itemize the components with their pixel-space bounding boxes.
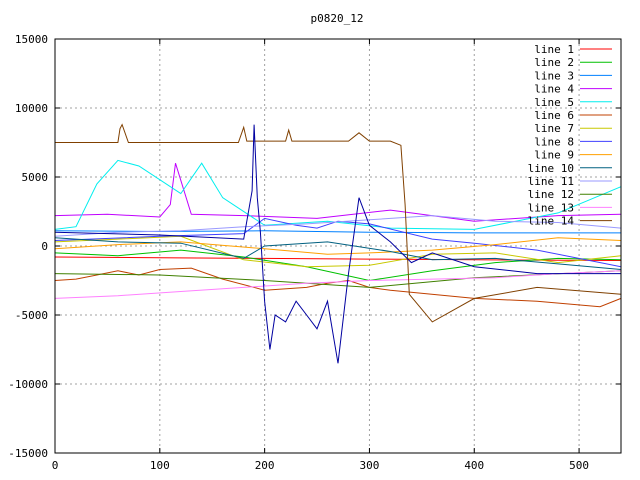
series-line-11 bbox=[54, 215, 622, 237]
y-axis: -15000 -10000 -5000 0 5000 10000 15000 bbox=[8, 33, 621, 460]
legend-label: line 8 bbox=[534, 135, 574, 148]
legend-label: line 3 bbox=[534, 69, 574, 82]
legend-label: line 5 bbox=[534, 96, 574, 109]
x-axis: 0 100 200 300 400 500 bbox=[52, 39, 589, 472]
series-line-5 bbox=[54, 159, 622, 230]
y-tick-label: 5000 bbox=[22, 171, 49, 184]
legend-label: line 9 bbox=[534, 149, 574, 162]
legend-label: line 13 bbox=[528, 201, 574, 214]
x-tick-label: 200 bbox=[255, 459, 275, 472]
y-tick-label: 0 bbox=[41, 240, 48, 253]
legend-label: line 12 bbox=[528, 188, 574, 201]
series-line-12 bbox=[54, 270, 622, 288]
series-line-14 bbox=[55, 123, 622, 323]
x-tick-label: 100 bbox=[150, 459, 170, 472]
chart-title: p0820_12 bbox=[311, 12, 364, 25]
series-line-2 bbox=[54, 249, 622, 282]
legend-label: line 10 bbox=[528, 162, 574, 175]
legend-label: line 14 bbox=[528, 215, 575, 228]
series-line-6 bbox=[54, 267, 622, 308]
y-tick-label: 10000 bbox=[15, 102, 48, 115]
y-tick-label: -5000 bbox=[15, 309, 48, 322]
legend-label: line 1 bbox=[534, 43, 574, 56]
legend-label: line 2 bbox=[534, 56, 574, 69]
x-tick-label: 300 bbox=[360, 459, 380, 472]
x-tick-label: 500 bbox=[569, 459, 589, 472]
series-layer bbox=[54, 123, 622, 364]
legend-label: line 4 bbox=[534, 83, 574, 96]
y-tick-label: -15000 bbox=[8, 447, 48, 460]
series-line-1 bbox=[54, 256, 622, 261]
series-line-7 bbox=[54, 235, 622, 268]
x-tick-label: 0 bbox=[52, 459, 59, 472]
x-tick-label: 400 bbox=[464, 459, 484, 472]
y-tick-label: 15000 bbox=[15, 33, 48, 46]
series-line-10 bbox=[54, 237, 622, 270]
legend-label: line 6 bbox=[534, 109, 574, 122]
series-line-13 bbox=[54, 270, 622, 299]
series-line-9 bbox=[54, 237, 622, 255]
legend-label: line 11 bbox=[528, 175, 574, 188]
series-line-8 bbox=[54, 217, 622, 268]
y-tick-label: -10000 bbox=[8, 378, 48, 391]
series-unlabeled bbox=[54, 124, 621, 364]
legend-label: line 7 bbox=[534, 122, 574, 135]
